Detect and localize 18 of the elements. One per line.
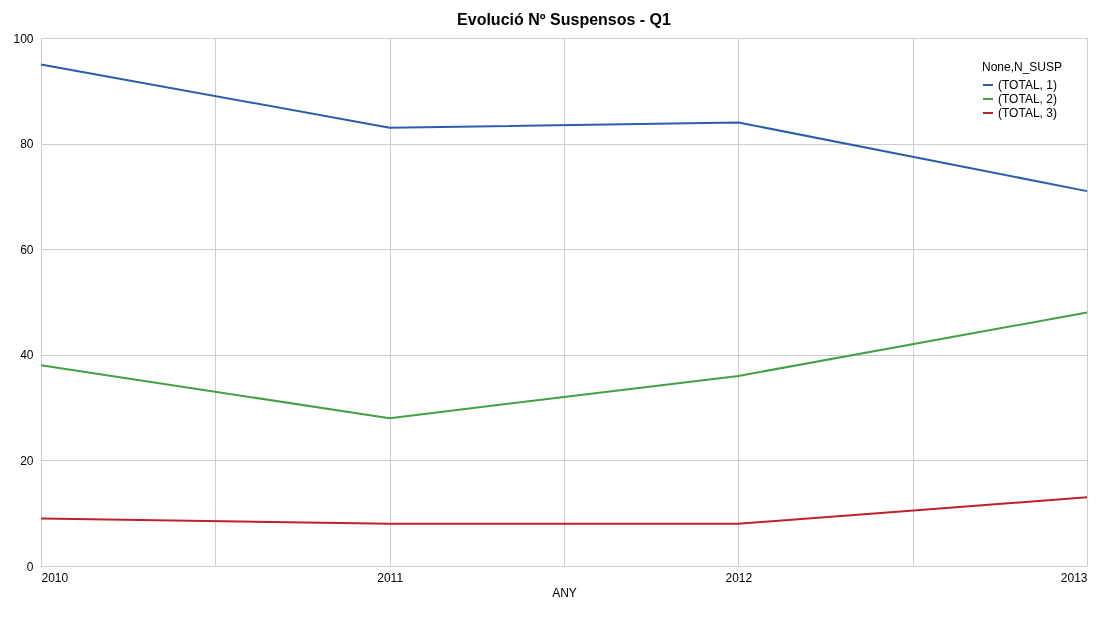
legend-title: None,N_SUSP [982, 60, 1063, 74]
x-tick-label: 2011 [377, 570, 404, 585]
y-tick-label: 100 [13, 31, 34, 46]
line-series [40, 63, 1088, 193]
x-axis-title: ANY [552, 585, 577, 600]
y-tick-label: 0 [26, 559, 34, 574]
x-tick-label: 2013 [1060, 570, 1088, 585]
y-tick-label: 20 [20, 453, 34, 468]
legend-label: (TOTAL, 2) [998, 92, 1057, 106]
line-series [40, 311, 1088, 420]
x-tick-label: 2012 [725, 570, 753, 585]
legend-label: (TOTAL, 1) [998, 78, 1057, 92]
y-tick-label: 40 [20, 348, 34, 363]
y-tick-label: 60 [20, 242, 34, 257]
x-tick-label: 2010 [41, 570, 69, 585]
legend-label: (TOTAL, 3) [998, 106, 1057, 120]
y-tick-label: 80 [20, 137, 34, 152]
chart-title: Evolució Nº Suspensos - Q1 [457, 11, 672, 28]
